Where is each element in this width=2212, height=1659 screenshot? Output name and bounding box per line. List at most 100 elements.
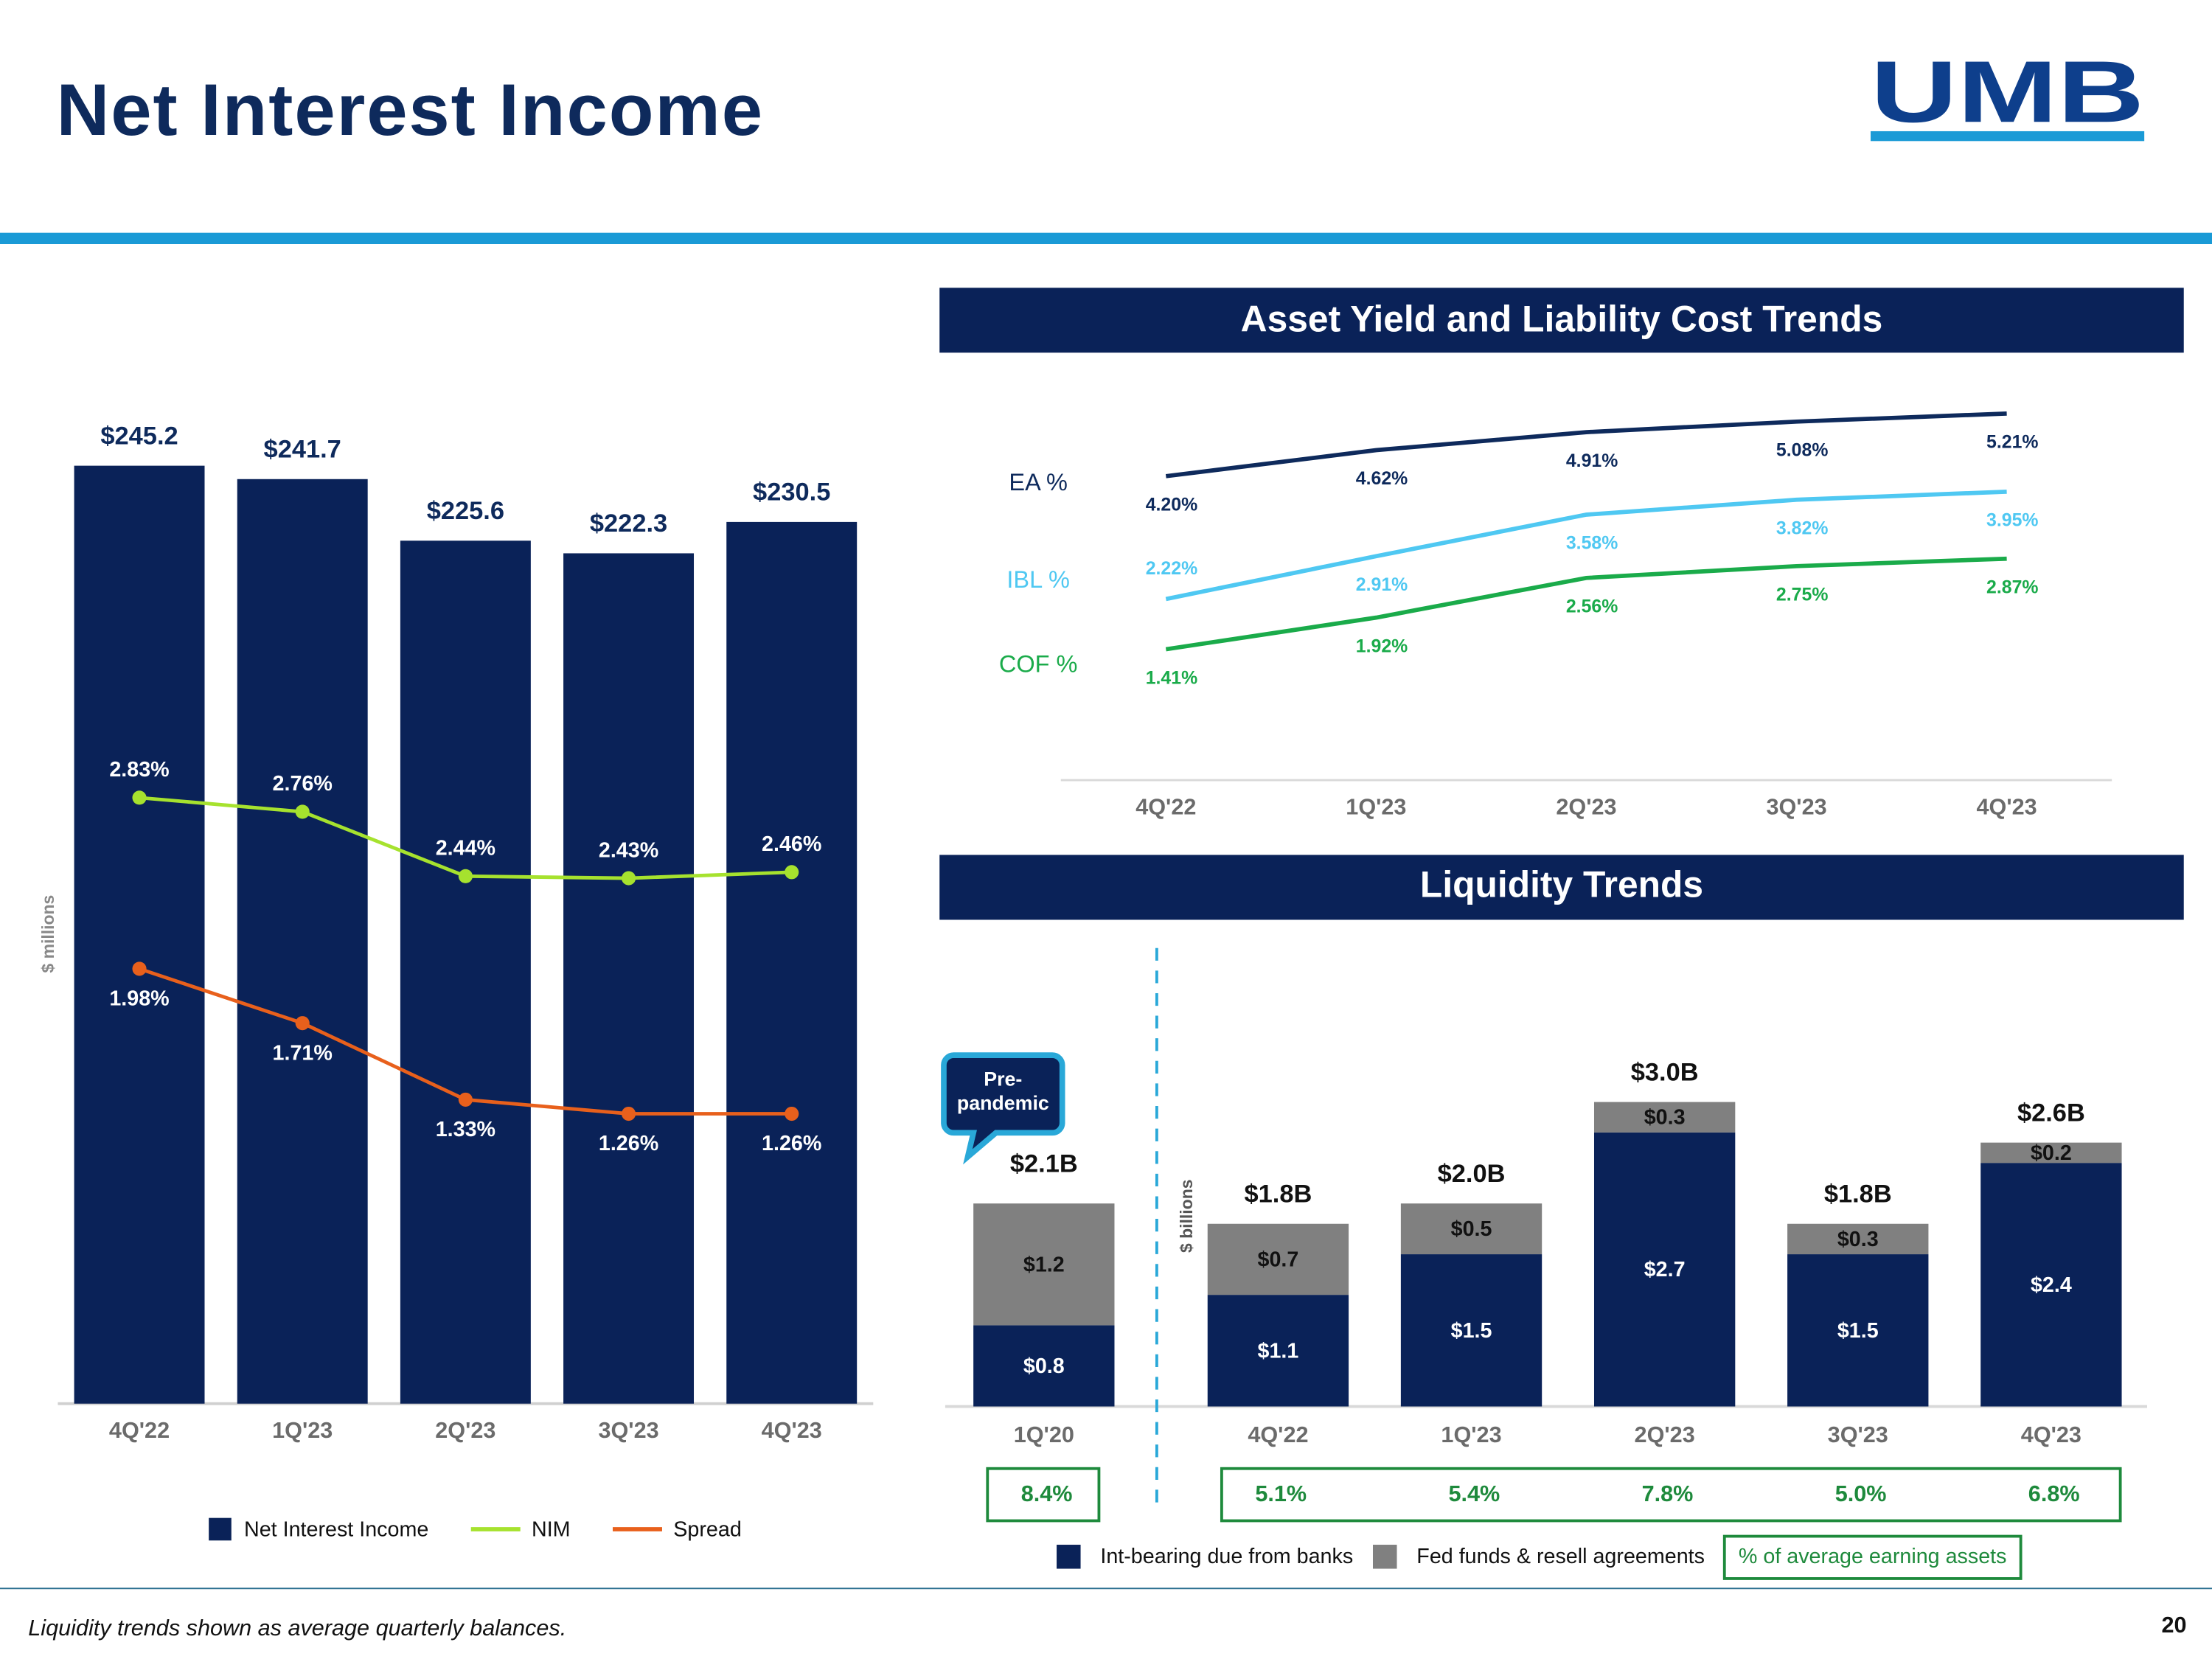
data-label: $241.7 bbox=[264, 436, 341, 464]
logo: UMB bbox=[1871, 44, 2144, 141]
data-label: 5.21% bbox=[1986, 432, 2039, 453]
legend-label: Net Interest Income bbox=[244, 1517, 428, 1541]
x-tick-label: 1Q'23 bbox=[1441, 1422, 1501, 1447]
data-label: 1.71% bbox=[273, 1041, 333, 1065]
x-tick-label: 3Q'23 bbox=[1766, 794, 1826, 819]
slide-title: Net Interest Income bbox=[57, 69, 764, 151]
footnote: Liquidity trends shown as average quarte… bbox=[28, 1615, 566, 1641]
ratio-label: 6.8% bbox=[2028, 1481, 2080, 1506]
x-tick-label: 4Q'22 bbox=[1248, 1422, 1308, 1447]
x-tick-label: 2Q'23 bbox=[1556, 794, 1616, 819]
segment-label: $0.8 bbox=[1023, 1354, 1065, 1378]
bar-segment bbox=[1400, 1203, 1543, 1255]
x-tick-label: 4Q'23 bbox=[2021, 1422, 2081, 1447]
logo-underline bbox=[1870, 131, 2145, 142]
data-label: 4.62% bbox=[1356, 468, 1408, 489]
x-tick-label: 4Q'22 bbox=[1135, 794, 1196, 819]
bar-segment bbox=[1980, 1142, 2122, 1164]
segment-label: $0.7 bbox=[1257, 1248, 1298, 1271]
data-label: 3.82% bbox=[1776, 518, 1829, 539]
segment-label: $0.3 bbox=[1644, 1106, 1686, 1130]
data-label: 1.26% bbox=[599, 1132, 658, 1155]
line-point bbox=[785, 865, 799, 880]
line-point bbox=[621, 1106, 636, 1121]
chart-title: Asset Yield and Liability Cost Trends bbox=[1241, 298, 1883, 339]
segment-label: $0.2 bbox=[2031, 1141, 2072, 1165]
x-tick-label: 4Q'23 bbox=[762, 1418, 822, 1443]
ratio-label: 5.4% bbox=[1448, 1481, 1500, 1506]
bar-segment bbox=[1787, 1223, 1929, 1255]
legend-label: % of average earning assets bbox=[1739, 1545, 2007, 1568]
line-series bbox=[1165, 556, 2007, 652]
line-point bbox=[295, 804, 310, 819]
series-label: IBL % bbox=[1006, 566, 1070, 593]
chart-title: Liquidity Trends bbox=[1420, 864, 1703, 905]
header-bar bbox=[939, 288, 2184, 353]
data-label: $222.3 bbox=[590, 509, 667, 538]
line-point bbox=[785, 1106, 799, 1121]
x-tick-label: 1Q'23 bbox=[1346, 794, 1406, 819]
x-tick-label: 4Q'23 bbox=[1977, 794, 2037, 819]
line-point bbox=[621, 871, 636, 886]
line-point bbox=[458, 1092, 473, 1107]
line-point bbox=[458, 869, 473, 883]
data-label: 2.75% bbox=[1776, 585, 1829, 605]
data-label: 1.41% bbox=[1146, 667, 1198, 688]
legend-label: Fed funds & resell agreements bbox=[1416, 1545, 1705, 1568]
data-label: 3.95% bbox=[1986, 510, 2039, 531]
y-axis-label: $ billions bbox=[1177, 1180, 1196, 1253]
line-point bbox=[132, 790, 147, 805]
bar-segment bbox=[1207, 1223, 1349, 1295]
total-label: $2.1B bbox=[1010, 1150, 1078, 1178]
segment-label: $2.7 bbox=[1644, 1258, 1686, 1281]
data-label: 2.22% bbox=[1146, 558, 1198, 579]
data-label: 5.08% bbox=[1776, 440, 1829, 461]
data-label: $230.5 bbox=[753, 479, 830, 507]
ratio-label: 7.8% bbox=[1642, 1481, 1694, 1506]
header-bar bbox=[939, 855, 2184, 920]
legend-label: Int-bearing due from banks bbox=[1100, 1545, 1353, 1568]
ratio-box bbox=[986, 1467, 1101, 1523]
segment-label: $1.5 bbox=[1837, 1319, 1879, 1343]
data-label: 2.44% bbox=[436, 837, 495, 860]
ratio-label: 5.0% bbox=[1835, 1481, 1887, 1506]
data-label: 1.92% bbox=[1356, 636, 1408, 656]
bar bbox=[74, 465, 205, 1404]
data-label: 3.58% bbox=[1566, 533, 1618, 554]
data-label: 1.98% bbox=[109, 987, 169, 1011]
bar-segment bbox=[1980, 1163, 2122, 1407]
bar bbox=[237, 479, 368, 1404]
y-axis-label: $ millions bbox=[38, 895, 58, 973]
line-series bbox=[1165, 489, 2007, 602]
x-tick-label: 4Q'22 bbox=[109, 1418, 170, 1443]
ratio-box bbox=[1220, 1467, 2122, 1523]
legend-box bbox=[1722, 1534, 2023, 1580]
x-tick-label: 1Q'20 bbox=[1014, 1422, 1074, 1447]
bar-segment bbox=[1593, 1132, 1736, 1407]
data-label: 2.46% bbox=[762, 832, 821, 856]
total-label: $3.0B bbox=[1631, 1058, 1699, 1086]
bar bbox=[400, 540, 531, 1404]
total-label: $2.0B bbox=[1438, 1160, 1506, 1188]
bar bbox=[726, 521, 858, 1404]
legend-swatch bbox=[1057, 1545, 1081, 1569]
legend-label: Spread bbox=[673, 1517, 742, 1541]
legend-swatch bbox=[1372, 1545, 1397, 1569]
bar bbox=[563, 553, 695, 1404]
data-label: 2.91% bbox=[1356, 574, 1408, 595]
line-point bbox=[132, 961, 147, 976]
data-label: 1.33% bbox=[436, 1118, 495, 1141]
segment-label: $1.2 bbox=[1023, 1253, 1065, 1276]
bar-segment bbox=[1787, 1254, 1929, 1407]
segment-label: $2.4 bbox=[2031, 1273, 2072, 1297]
x-tick-label: 3Q'23 bbox=[1828, 1422, 1888, 1447]
data-label: 4.91% bbox=[1566, 451, 1618, 471]
callout bbox=[941, 1052, 1065, 1165]
segment-label: $0.3 bbox=[1837, 1228, 1879, 1251]
segment-label: $1.5 bbox=[1451, 1319, 1492, 1343]
data-label: $225.6 bbox=[427, 497, 504, 525]
ratio-label: 5.1% bbox=[1255, 1481, 1307, 1506]
segment-label: $1.1 bbox=[1257, 1339, 1298, 1363]
